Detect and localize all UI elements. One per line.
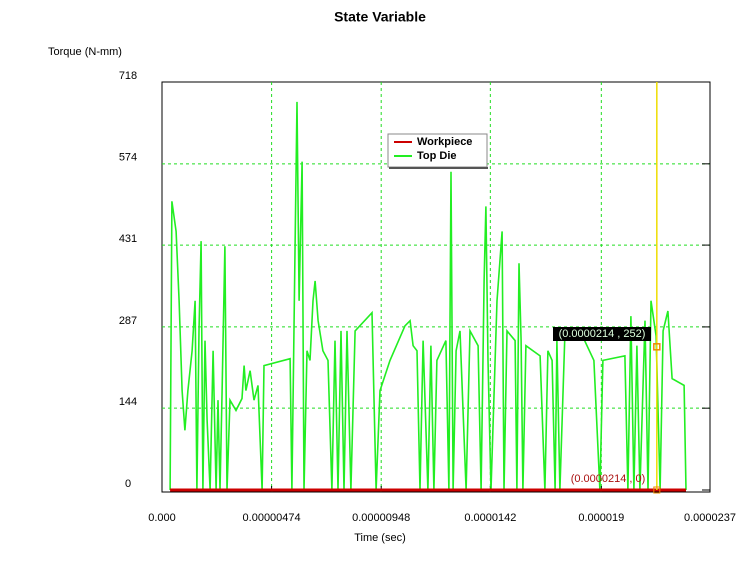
annotation: (0.0000214 , 0): [571, 473, 646, 485]
y-tick-label: 718: [119, 70, 137, 82]
x-tick-label: 0.000019: [578, 512, 624, 524]
cursor-marker: [653, 486, 661, 494]
y-tick-label: 287: [119, 315, 137, 327]
x-tick-label: 0.0000237: [684, 512, 736, 524]
x-tick-label: 0.0000142: [464, 512, 516, 524]
y-tick-label: 574: [119, 152, 137, 164]
y-tick-label: 0: [125, 478, 131, 490]
legend-box: [387, 133, 488, 168]
legend-label: Top Die: [417, 150, 457, 162]
y-tick-label: 144: [119, 396, 137, 408]
cursor-marker: [653, 343, 661, 351]
x-tick-label: 0.000: [148, 512, 176, 524]
annotation-box: [553, 327, 651, 341]
legend-label: Workpiece: [417, 136, 472, 148]
y-axis-label: Torque (N-mm): [48, 46, 122, 58]
chart-title: State Variable: [334, 9, 426, 25]
x-axis-label: Time (sec): [354, 532, 406, 544]
x-tick-label: 0.00000948: [352, 512, 410, 524]
y-tick-label: 431: [119, 233, 137, 245]
x-tick-label: 0.00000474: [243, 512, 301, 524]
annotation: (0.0000214 , 252): [559, 328, 646, 340]
legend: Workpiece Top Die: [387, 133, 488, 169]
